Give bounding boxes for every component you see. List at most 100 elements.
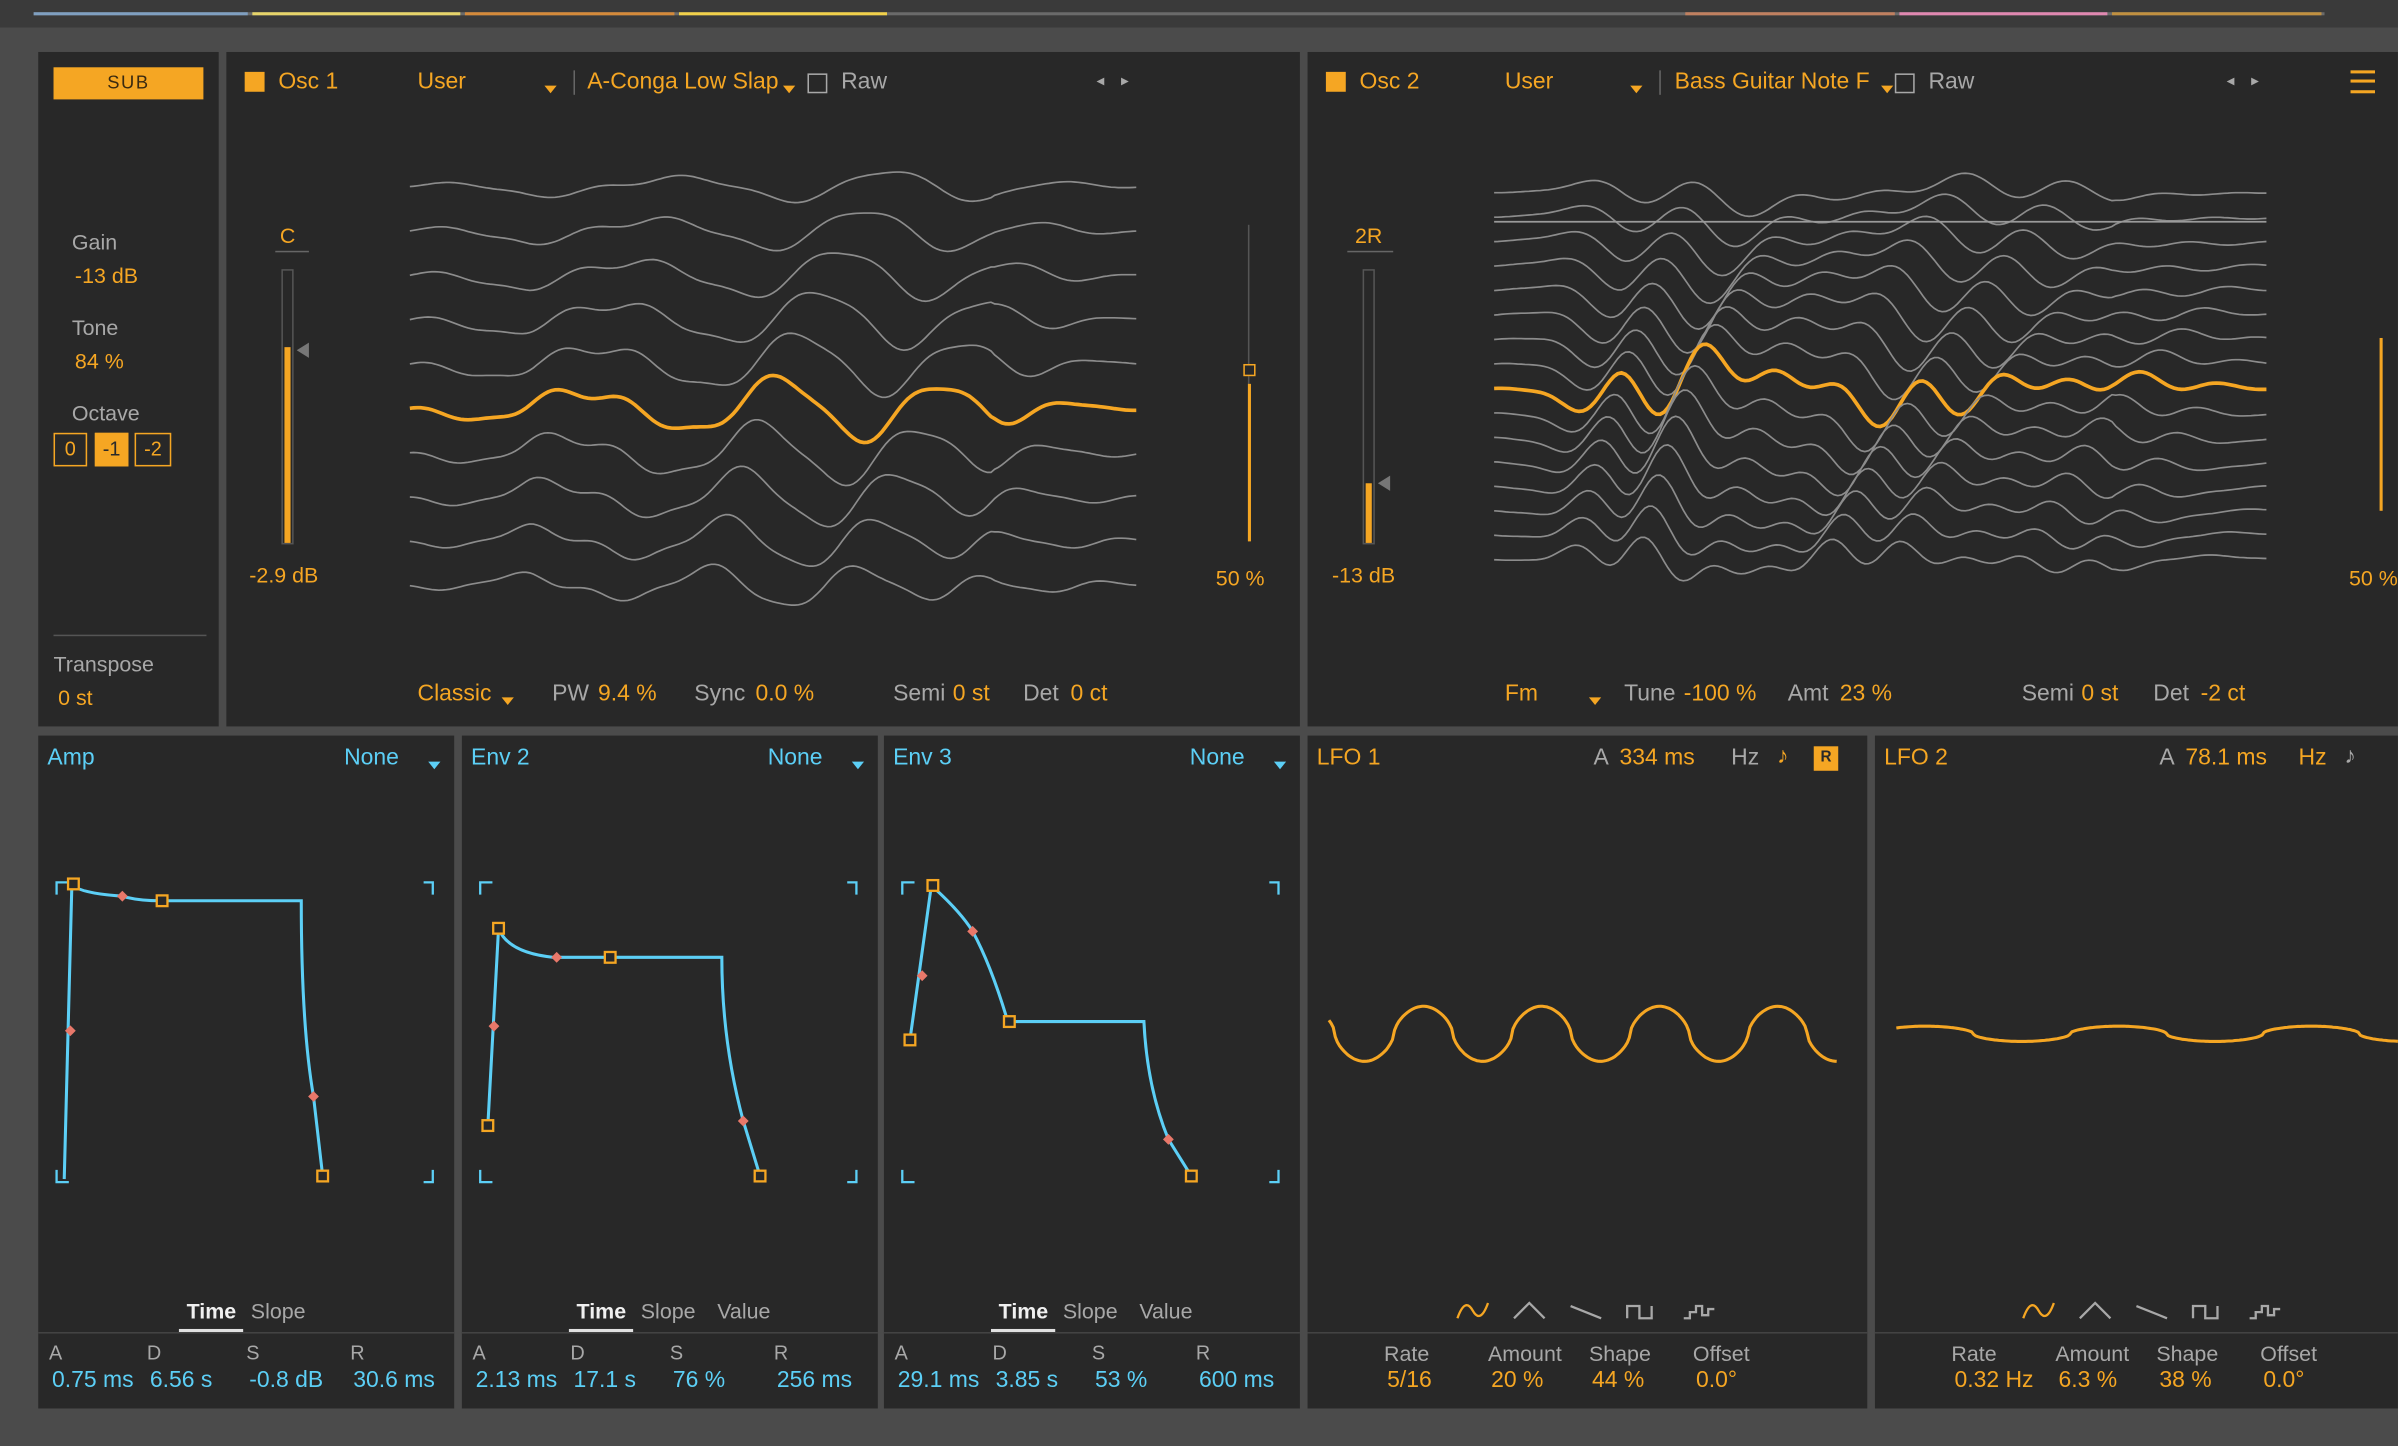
param-label-amount: Amount	[2055, 1341, 2130, 1366]
tone-value[interactable]: 84 %	[74, 348, 124, 374]
osc2-semi-value[interactable]: 0 st	[2081, 680, 2119, 707]
lfo-attack-value[interactable]: 78.1 ms	[2185, 744, 2267, 771]
osc2-sample-dropdown[interactable]: Bass Guitar Note F	[1674, 68, 1870, 95]
next-wavetable-icon[interactable]: ▸	[2251, 73, 2259, 91]
octave-button-0[interactable]: 0	[53, 432, 88, 467]
lfo-attack-value[interactable]: 334 ms	[1619, 744, 1695, 771]
osc1-det-value[interactable]: 0 ct	[1070, 680, 1108, 707]
param-value-s[interactable]: -0.8 dB	[249, 1367, 324, 1394]
osc1-raw-checkbox[interactable]	[807, 73, 828, 94]
envelope-target-dropdown[interactable]: None	[344, 744, 399, 771]
osc1-level-value[interactable]: -2.9 dB	[249, 562, 319, 588]
triangle-wave-icon[interactable]	[1513, 1301, 1546, 1320]
retrigger-button[interactable]: R	[1813, 746, 1839, 771]
param-value-shape[interactable]: 38 %	[2159, 1367, 2212, 1394]
param-value-rate[interactable]: 0.32 Hz	[1954, 1367, 2034, 1394]
osc2-amt-value[interactable]: 23 %	[1839, 680, 1893, 707]
param-value-r[interactable]: 256 ms	[776, 1367, 853, 1394]
note-icon[interactable]: ♪	[1777, 743, 1789, 770]
tab-slope[interactable]: Slope	[1062, 1298, 1118, 1323]
note-icon[interactable]: ♪	[2344, 743, 2356, 770]
param-value-r[interactable]: 600 ms	[1198, 1367, 1275, 1394]
envelope-graph[interactable]	[462, 736, 878, 1225]
sine-wave-icon[interactable]	[1456, 1302, 1490, 1319]
param-value-d[interactable]: 3.85 s	[995, 1367, 1059, 1394]
random-wave-icon[interactable]	[2249, 1304, 2281, 1320]
envelope-graph[interactable]	[38, 736, 454, 1225]
osc1-level-slider[interactable]	[281, 269, 294, 545]
wavetable-frame	[1494, 264, 2267, 330]
tab-time[interactable]: Time	[186, 1298, 237, 1323]
param-value-s[interactable]: 76 %	[672, 1367, 726, 1394]
square-wave-icon[interactable]	[1626, 1304, 1653, 1320]
envelope-target-dropdown[interactable]: None	[767, 744, 823, 771]
osc1-mode-dropdown[interactable]: Classic	[417, 680, 492, 707]
wavetable-frame	[1494, 215, 2267, 277]
sine-wave-icon[interactable]	[2022, 1302, 2055, 1319]
param-value-d[interactable]: 6.56 s	[149, 1367, 213, 1394]
osc1-pw-value[interactable]: 9.4 %	[597, 680, 657, 707]
osc2-enable-toggle[interactable]	[1325, 71, 1346, 92]
breakpoint-handle	[1184, 1169, 1198, 1183]
envelope-graph[interactable]	[884, 736, 1300, 1225]
saw-wave-icon[interactable]	[1570, 1304, 1602, 1320]
osc2-level-value[interactable]: -13 dB	[1332, 562, 1396, 588]
param-value-s[interactable]: 53 %	[1094, 1367, 1148, 1394]
param-value-d[interactable]: 17.1 s	[573, 1367, 636, 1394]
top-strip	[0, 0, 2398, 28]
osc2-raw-checkbox[interactable]	[1894, 73, 1915, 94]
corner-bracket	[901, 1169, 915, 1184]
gain-value[interactable]: -13 dB	[74, 263, 139, 288]
octave-button-minus1[interactable]: -1	[94, 432, 129, 467]
sub-toggle-button[interactable]: SUB	[53, 67, 204, 100]
lfo-hz-toggle[interactable]: Hz	[1731, 744, 1760, 771]
tab-slope[interactable]: Slope	[250, 1298, 306, 1323]
tab-slope[interactable]: Slope	[640, 1298, 696, 1323]
osc2-level-slider[interactable]	[1362, 269, 1375, 545]
prev-wavetable-icon[interactable]: ◂	[1096, 73, 1105, 91]
octave-button-minus2[interactable]: -2	[134, 432, 172, 467]
transpose-value[interactable]: 0 st	[58, 685, 93, 710]
hamburger-menu-icon[interactable]	[2350, 70, 2376, 94]
random-wave-icon[interactable]	[1683, 1304, 1715, 1320]
osc2-wavetable-display[interactable]	[1494, 116, 2274, 667]
param-value-amount[interactable]: 20 %	[1491, 1367, 1544, 1394]
osc2-tune-value[interactable]: -100 %	[1683, 680, 1757, 707]
param-value-shape[interactable]: 44 %	[1592, 1367, 1645, 1394]
prev-wavetable-icon[interactable]: ◂	[2226, 73, 2235, 91]
param-value-rate[interactable]: 5/16	[1387, 1367, 1432, 1394]
square-wave-icon[interactable]	[2191, 1304, 2219, 1320]
osc2-title: Osc 2	[1359, 68, 1420, 95]
corner-bracket	[1269, 881, 1280, 895]
osc1-sample-dropdown[interactable]: A-Conga Low Slap	[587, 68, 779, 95]
param-value-offset[interactable]: 0.0°	[2263, 1367, 2305, 1394]
tab-value[interactable]: Value	[1139, 1298, 1193, 1323]
osc2-det-value[interactable]: -2 ct	[2200, 680, 2246, 707]
tab-time[interactable]: Time	[998, 1298, 1049, 1323]
saw-wave-icon[interactable]	[2136, 1304, 2168, 1320]
param-value-a[interactable]: 2.13 ms	[475, 1367, 558, 1394]
tab-time[interactable]: Time	[576, 1298, 627, 1323]
triangle-wave-icon[interactable]	[2079, 1301, 2112, 1320]
osc1-semi-value[interactable]: 0 st	[952, 680, 990, 707]
param-value-a[interactable]: 0.75 ms	[51, 1367, 134, 1394]
param-value-offset[interactable]: 0.0°	[1695, 1367, 1738, 1394]
osc1-level-marker: C	[279, 223, 296, 248]
osc1-wavetable-display[interactable]	[409, 116, 1144, 667]
osc2-position-value[interactable]: 50 %	[2349, 565, 2398, 591]
osc1-position-handle[interactable]	[1243, 363, 1256, 376]
param-value-amount[interactable]: 6.3 %	[2058, 1367, 2118, 1394]
osc1-position-value[interactable]: 50 %	[1215, 565, 1265, 591]
envelope-target-dropdown[interactable]: None	[1189, 744, 1245, 771]
param-value-r[interactable]: 30.6 ms	[353, 1367, 435, 1394]
osc1-sync-value[interactable]: 0.0 %	[755, 680, 815, 707]
lfo-attack-label: A	[1593, 744, 1609, 771]
osc1-enable-toggle[interactable]	[244, 71, 265, 92]
osc2-bank-dropdown[interactable]	[1630, 76, 1643, 104]
param-value-a[interactable]: 29.1 ms	[897, 1367, 980, 1394]
osc2-mode-dropdown[interactable]: Fm	[1504, 680, 1538, 707]
next-wavetable-icon[interactable]: ▸	[1120, 73, 1129, 91]
osc1-bank-dropdown[interactable]	[544, 76, 557, 104]
lfo-hz-toggle[interactable]: Hz	[2298, 744, 2327, 771]
tab-value[interactable]: Value	[717, 1298, 771, 1323]
